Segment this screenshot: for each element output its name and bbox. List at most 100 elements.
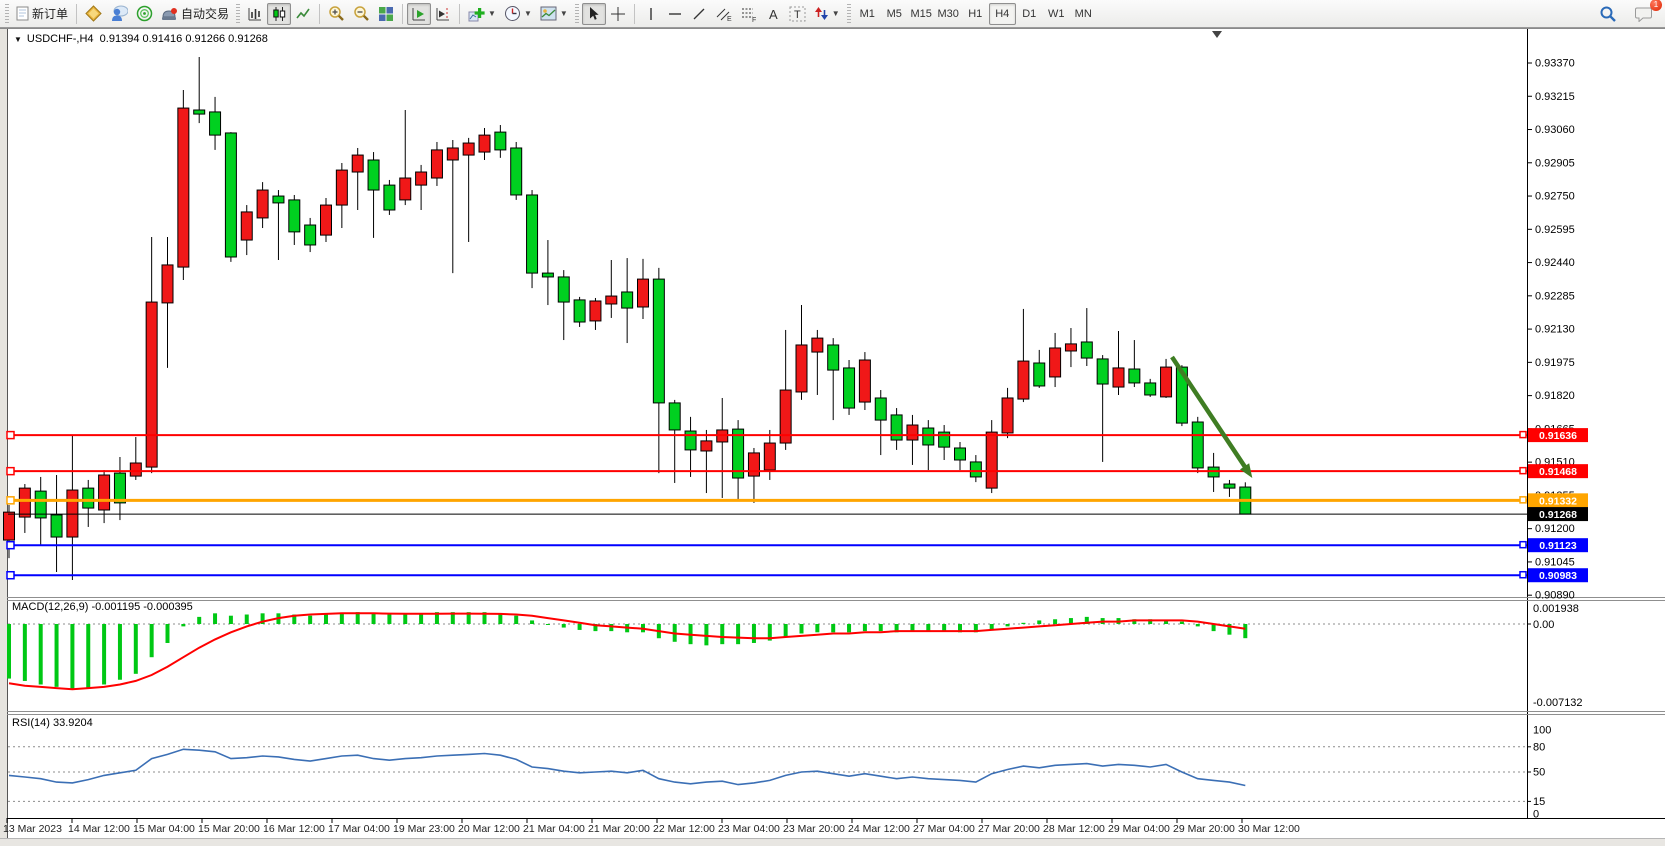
annotation-arrow[interactable] [1170,355,1253,478]
main-toolbar: 新订单 自动交易 ▼ ▼ [0,0,1665,28]
timeframe-group: M1 M5 M15 M30 H1 H4 D1 W1 MN [854,2,1097,25]
crosshair-tool-button[interactable] [606,3,630,25]
svg-text:0.91268: 0.91268 [1539,509,1577,521]
gold-diamond-icon [85,5,102,22]
auto-trading-button[interactable]: 自动交易 [157,3,233,25]
tab-timeframe-m30[interactable]: M30 [937,7,959,20]
candles[interactable] [3,56,1252,580]
line-chart-mode-button[interactable] [291,3,315,25]
text-tool-button[interactable]: A [761,3,785,25]
indicators-button[interactable]: ▼ [464,3,500,25]
rsi-indicator-label: RSI(14) 33.9204 [12,717,93,729]
chevron-down-icon: ▼ [523,8,532,18]
svg-text:0.92595: 0.92595 [1535,224,1575,236]
svg-text:50: 50 [1533,767,1545,779]
candlestick-mode-button[interactable] [267,2,292,25]
svg-text:16 Mar 12:00: 16 Mar 12:00 [263,823,325,835]
new-order-label: 新订单 [32,7,69,21]
new-order-button[interactable]: 新订单 [12,3,72,25]
auto-scroll-icon [412,7,426,20]
chart-menu-dropdown-icon[interactable]: ▼ [14,35,22,44]
svg-text:0.92905: 0.92905 [1535,157,1575,169]
tab-timeframe-w1[interactable]: W1 [1047,7,1065,20]
zoom-out-button[interactable] [349,3,374,25]
chart-shift-icon [436,7,450,20]
ohlc-open: 0.91394 [99,33,140,45]
chart-shift-button[interactable] [431,3,455,25]
tab-timeframe-h1[interactable]: H1 [968,7,983,20]
svg-text:A: A [769,7,778,22]
chevron-down-icon: ▼ [559,8,568,18]
cursor-tool-button[interactable] [581,2,606,25]
equidistant-channel-tool-button[interactable]: E [711,3,736,25]
chart-title: ▼ USDCHF-,H4 0.91394 0.91416 0.91266 0.91… [14,33,268,45]
svg-text:19 Mar 23:00: 19 Mar 23:00 [393,823,455,835]
text-label-icon: T [789,6,806,21]
fibonacci-icon: F [741,8,756,22]
text-label-tool-button[interactable]: T [785,3,810,25]
macd-indicator-label: MACD(12,26,9) -0.001195 -0.000395 [12,601,193,613]
toolbar-grip[interactable] [236,3,241,24]
arrows-tool-button[interactable]: ▼ [810,3,844,25]
tab-timeframe-m1[interactable]: M1 [859,7,875,20]
time-axis[interactable]: 13 Mar 2023 14 Mar 12:00 15 Mar 04:00 15 Ma… [3,818,1300,835]
svg-text:100: 100 [1533,725,1551,737]
ohlc-close: 0.91268 [228,33,268,45]
tab-timeframe-d1[interactable]: D1 [1022,7,1037,20]
periods-button[interactable]: ▼ [500,3,536,25]
svg-text:14 Mar 12:00: 14 Mar 12:00 [68,823,130,835]
auto-scroll-button[interactable] [407,2,432,25]
svg-text:17 Mar 04:00: 17 Mar 04:00 [328,823,390,835]
chart-shift-marker[interactable] [1212,31,1222,38]
svg-text:22 Mar 12:00: 22 Mar 12:00 [653,823,715,835]
horizontal-line-tool-button[interactable] [663,3,687,25]
tab-timeframe-mn[interactable]: MN [1074,7,1092,20]
market-watch-button[interactable] [81,3,106,25]
tab-timeframe-m15[interactable]: M15 [910,7,932,20]
search-button[interactable] [1595,3,1621,25]
bar-chart-mode-button[interactable] [243,3,267,25]
svg-text:0.00: 0.00 [1533,619,1554,631]
chevron-down-icon: ▼ [488,8,496,18]
vertical-line-tool-button[interactable] [639,3,663,25]
svg-text:F: F [752,17,756,22]
signals-button[interactable] [132,3,157,25]
crosshair-icon [610,6,625,21]
community-button[interactable] [106,3,132,25]
zoom-in-icon [329,6,344,21]
tile-windows-button[interactable] [374,3,398,25]
tab-timeframe-h4[interactable]: H4 [988,2,1016,25]
svg-text:T: T [794,9,801,21]
rsi-axis: 100 80 50 150 [1527,725,1551,821]
macd-signal-line [8,612,1246,691]
notifications-button[interactable]: 1 [1631,0,1662,25]
candlestick-icon [273,6,286,21]
rsi-line [8,748,1246,787]
svg-text:23 Mar 20:00: 23 Mar 20:00 [783,823,845,835]
fibonacci-tool-button[interactable]: F [736,3,761,25]
svg-text:23 Mar 04:00: 23 Mar 04:00 [718,823,780,835]
toolbar-grip[interactable] [574,3,579,24]
templates-button[interactable]: ▼ [536,3,572,25]
tab-timeframe-m5[interactable]: M5 [886,7,902,20]
template-icon [540,6,557,21]
zoom-in-button[interactable] [324,3,349,25]
auto-trading-icon [162,7,178,20]
tile-windows-icon [379,6,394,21]
chevron-down-icon: ▼ [831,8,840,18]
price-lines[interactable]: 0.91636 0.91468 0.91332 0.91268 0.91123 0.909… [6,428,1588,583]
svg-text:21 Mar 04:00: 21 Mar 04:00 [523,823,585,835]
notification-badge: 1 [1650,0,1662,11]
trendline-icon [693,8,705,19]
svg-text:27 Mar 20:00: 27 Mar 20:00 [978,823,1040,835]
svg-text:80: 80 [1533,741,1545,753]
toolbar-grip[interactable] [846,3,851,24]
trendline-tool-button[interactable] [687,3,711,25]
line-chart-icon [296,8,310,18]
toolbar-grip[interactable] [5,3,9,24]
horizontal-line-icon [668,12,681,15]
symbol-period: USDCHF-,H4 [26,33,94,45]
ohlc-high: 0.91416 [142,33,183,45]
svg-text:13 Mar 2023: 13 Mar 2023 [3,823,62,835]
